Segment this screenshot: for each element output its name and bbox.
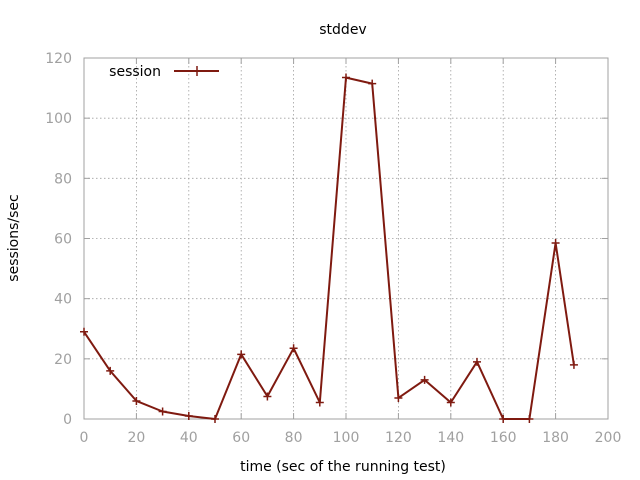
data-point [420, 375, 429, 384]
chart-title: stddev [319, 22, 366, 38]
x-tick-label: 20 [127, 430, 145, 446]
y-tick-label: 40 [54, 292, 72, 308]
legend: session [109, 64, 219, 80]
data-point [394, 393, 403, 402]
data-point [289, 344, 298, 353]
x-tick-label: 60 [232, 430, 250, 446]
y-tick-label: 0 [63, 412, 72, 428]
y-tick-label: 120 [45, 51, 72, 67]
y-axis-label: sessions/sec [6, 194, 22, 281]
data-point [499, 415, 508, 423]
x-tick-label: 200 [595, 430, 622, 446]
x-tick-label: 160 [490, 430, 517, 446]
series-line-session [83, 76, 575, 420]
y-tick-label: 80 [54, 171, 72, 187]
x-tick-label: 0 [80, 430, 89, 446]
data-point [473, 357, 481, 366]
data-point [184, 411, 193, 420]
y-tick-label: 100 [45, 111, 72, 127]
data-point [342, 73, 350, 82]
data-point [237, 350, 246, 359]
y-axis: 0 20 40 60 80 100 120 [45, 51, 608, 428]
x-tick-label: 80 [285, 430, 303, 446]
data-point [551, 239, 560, 248]
data-point [132, 396, 141, 405]
data-point [525, 415, 534, 423]
data-point [446, 398, 455, 407]
x-tick-label: 140 [437, 430, 464, 446]
data-point [263, 392, 272, 401]
data-point [106, 366, 115, 375]
data-point [315, 398, 324, 407]
data-point [158, 407, 167, 416]
x-tick-label: 120 [385, 430, 412, 446]
legend-label-session: session [109, 64, 161, 80]
series-layer [80, 73, 578, 423]
data-point [80, 327, 88, 336]
legend-marker-session [192, 66, 202, 76]
y-tick-label: 20 [54, 352, 72, 368]
data-point [368, 79, 377, 88]
x-tick-label: 100 [333, 430, 360, 446]
x-axis: 0 20 40 60 80 100 120 140 160 180 200 [80, 58, 622, 446]
data-point [569, 360, 578, 369]
x-axis-label: time (sec of the running test) [240, 459, 446, 475]
grid [84, 58, 608, 419]
x-tick-label: 40 [180, 430, 198, 446]
x-tick-label: 180 [542, 430, 569, 446]
y-tick-label: 60 [54, 232, 72, 248]
data-point [211, 415, 219, 423]
